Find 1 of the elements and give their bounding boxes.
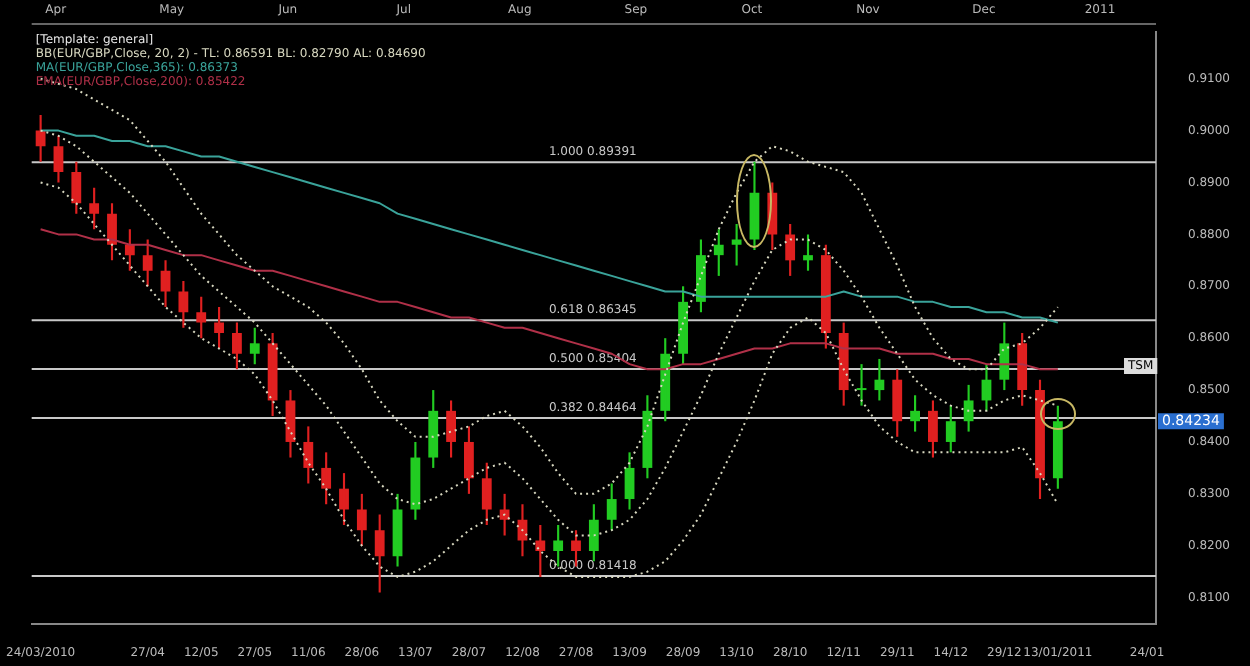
line-series bbox=[39, 77, 1059, 495]
